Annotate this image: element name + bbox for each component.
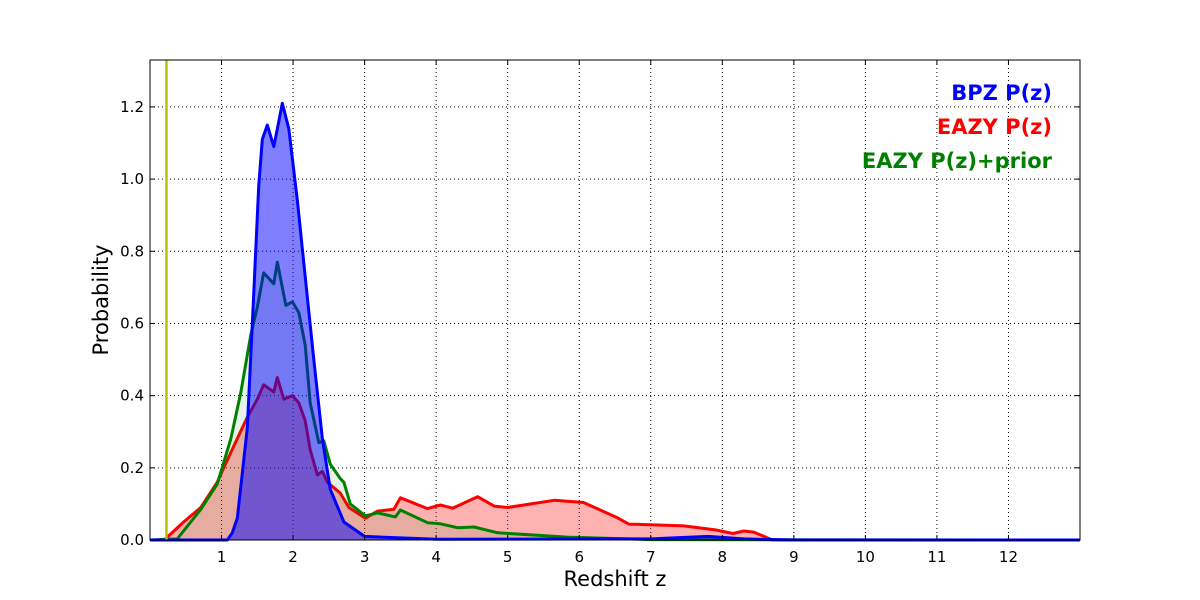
y-tick-label: 0.0 bbox=[120, 531, 144, 549]
x-tick-label: 10 bbox=[856, 548, 875, 566]
area-bpz-p-z bbox=[150, 103, 1080, 541]
x-tick-label: 2 bbox=[288, 548, 298, 566]
x-tick-label: 1 bbox=[217, 548, 227, 566]
y-tick-label: 0.2 bbox=[120, 459, 144, 477]
y-tick-label: 0.4 bbox=[120, 387, 144, 405]
y-tick-label: 0.6 bbox=[120, 314, 144, 332]
x-tick-label: 4 bbox=[431, 548, 441, 566]
line-bpz-p-z bbox=[150, 101, 1080, 542]
y-tick-label: 0.8 bbox=[120, 242, 144, 260]
x-tick-label: 6 bbox=[574, 548, 584, 566]
x-tick-label: 8 bbox=[718, 548, 728, 566]
legend-entry: EAZY P(z)+prior bbox=[862, 149, 1053, 173]
legend-entry: EAZY P(z) bbox=[937, 115, 1052, 139]
x-tick-label: 5 bbox=[503, 548, 513, 566]
legend: BPZ P(z) EAZY P(z) EAZY P(z)+prior bbox=[862, 81, 1053, 173]
x-tick-label: 3 bbox=[360, 548, 370, 566]
y-tick-label: 1.0 bbox=[120, 170, 144, 188]
x-tick-label: 9 bbox=[789, 548, 799, 566]
x-tick-label: 11 bbox=[927, 548, 946, 566]
plot-frame bbox=[149, 59, 1081, 541]
series-layer bbox=[149, 101, 1081, 542]
y-tick-label: 1.2 bbox=[120, 98, 144, 116]
x-tick-label: 7 bbox=[646, 548, 656, 566]
legend-entry: BPZ P(z) bbox=[951, 81, 1052, 105]
x-axis-label: Redshift z bbox=[564, 567, 667, 591]
y-axis-label: Probability bbox=[89, 244, 113, 355]
x-tick-label: 12 bbox=[999, 548, 1018, 566]
ticks: 1 2 3 4 5 6 7 8 9 10 11 120.00.20.40.60.81.01.2 bbox=[120, 60, 1080, 566]
